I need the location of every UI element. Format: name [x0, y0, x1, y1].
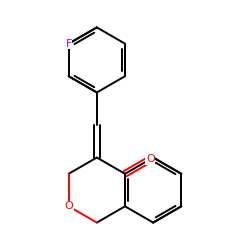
Text: O: O	[146, 154, 155, 164]
Text: O: O	[64, 201, 73, 211]
Text: F: F	[66, 39, 72, 49]
